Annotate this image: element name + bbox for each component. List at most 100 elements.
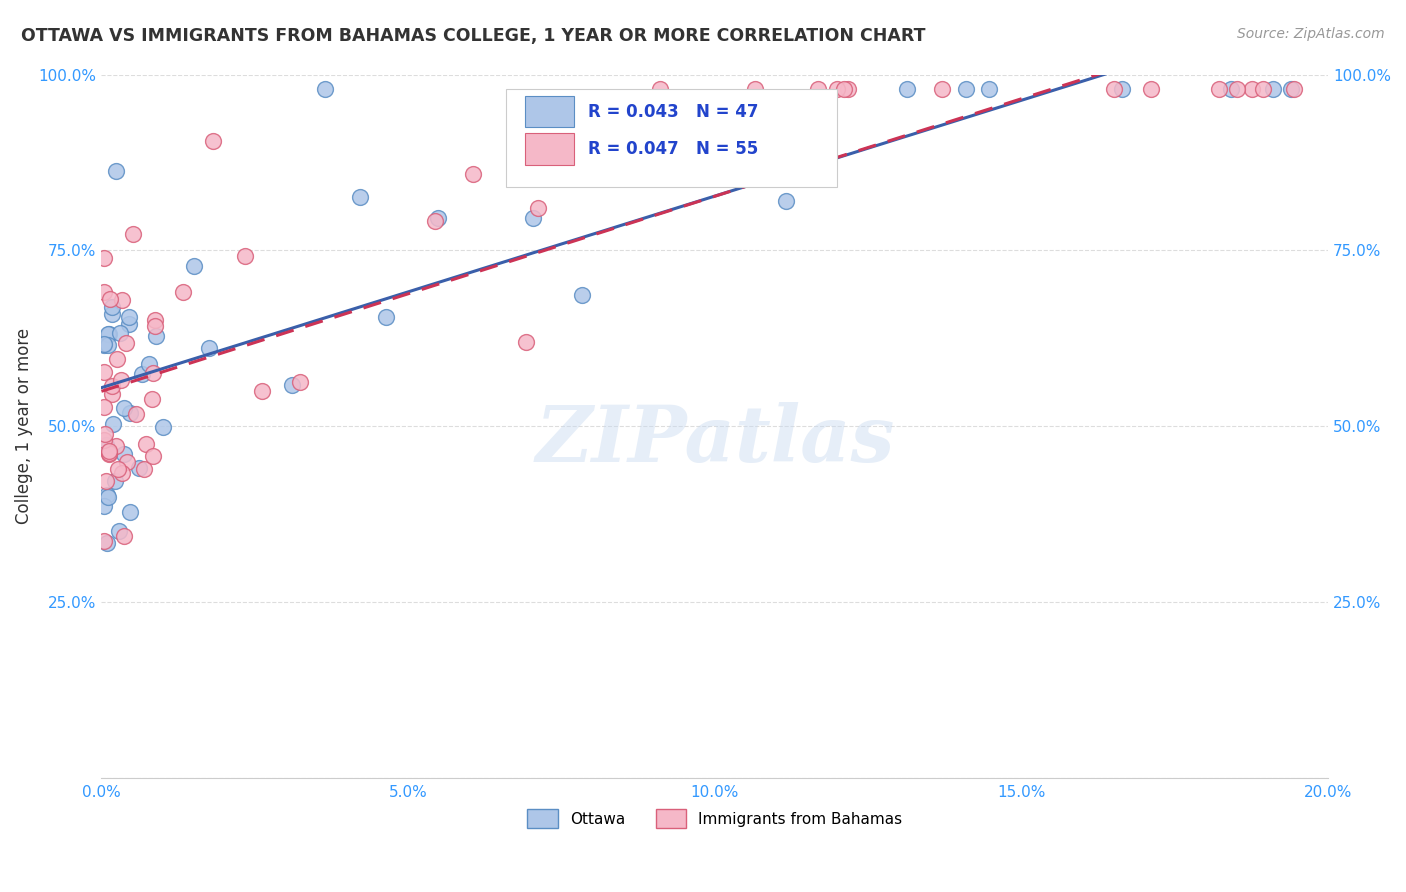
Point [115, 455, 138, 469]
Point [931, 81, 953, 95]
Point [1251, 81, 1274, 95]
Point [744, 81, 766, 95]
Point [314, 81, 336, 95]
Point [93, 433, 115, 447]
Point [107, 524, 129, 538]
Point [145, 318, 167, 333]
Point [93, 336, 115, 351]
Point [118, 310, 141, 324]
Point [423, 214, 446, 228]
Point [124, 407, 146, 421]
Point [250, 384, 273, 398]
Point [145, 329, 167, 343]
Point [463, 167, 485, 181]
Point [527, 201, 550, 215]
Point [101, 378, 124, 392]
Point [97, 326, 120, 341]
Point [825, 81, 848, 95]
Point [104, 163, 127, 178]
Point [1208, 81, 1230, 95]
Point [138, 357, 160, 371]
Point [107, 461, 129, 475]
Y-axis label: College, 1 year or more: College, 1 year or more [15, 328, 32, 524]
Point [93, 365, 115, 379]
Point [1279, 81, 1302, 95]
Point [97, 447, 120, 461]
Point [522, 211, 544, 225]
Text: R = 0.043   N = 47: R = 0.043 N = 47 [589, 103, 759, 120]
Point [1219, 81, 1241, 95]
Point [94, 438, 117, 452]
Point [111, 293, 134, 307]
Point [111, 466, 134, 480]
Point [1111, 81, 1133, 95]
Point [97, 338, 120, 352]
Point [896, 81, 918, 95]
Point [118, 317, 141, 331]
Point [93, 338, 115, 352]
Point [135, 436, 157, 450]
Point [775, 194, 797, 208]
FancyBboxPatch shape [524, 133, 574, 165]
Point [426, 211, 449, 225]
Point [142, 367, 165, 381]
Point [110, 373, 132, 387]
Point [233, 249, 256, 263]
Point [716, 95, 738, 109]
Point [280, 378, 302, 392]
Point [142, 450, 165, 464]
Text: OTTAWA VS IMMIGRANTS FROM BAHAMAS COLLEGE, 1 YEAR OR MORE CORRELATION CHART: OTTAWA VS IMMIGRANTS FROM BAHAMAS COLLEG… [21, 27, 925, 45]
Point [131, 367, 153, 381]
Point [93, 252, 115, 266]
Point [101, 387, 124, 401]
Text: Source: ZipAtlas.com: Source: ZipAtlas.com [1237, 27, 1385, 41]
Point [172, 285, 194, 300]
Point [143, 313, 166, 327]
Point [112, 401, 135, 415]
Point [1226, 81, 1249, 95]
Point [837, 81, 859, 95]
Point [1263, 81, 1285, 95]
Legend: Ottawa, Immigrants from Bahamas: Ottawa, Immigrants from Bahamas [522, 803, 908, 834]
Point [578, 122, 600, 136]
Point [183, 259, 205, 273]
Point [105, 351, 128, 366]
Point [120, 406, 142, 420]
Point [141, 392, 163, 406]
Point [349, 190, 371, 204]
Point [152, 420, 174, 434]
Point [108, 326, 131, 340]
Point [198, 341, 221, 355]
FancyBboxPatch shape [506, 88, 838, 187]
Point [1282, 81, 1305, 95]
Point [202, 135, 225, 149]
Point [979, 81, 1001, 95]
Point [807, 81, 830, 95]
Point [93, 400, 115, 414]
Point [374, 310, 396, 325]
Point [128, 461, 150, 475]
Point [122, 227, 145, 241]
Point [104, 439, 127, 453]
Point [1140, 81, 1163, 95]
Point [101, 307, 124, 321]
Point [101, 417, 124, 432]
Point [112, 529, 135, 543]
Point [104, 475, 127, 489]
Point [132, 462, 155, 476]
Point [515, 334, 537, 349]
Point [571, 288, 593, 302]
Point [112, 447, 135, 461]
Point [96, 488, 118, 502]
Point [648, 81, 671, 95]
Point [288, 376, 311, 390]
Text: R = 0.047   N = 55: R = 0.047 N = 55 [589, 140, 759, 158]
Point [1102, 81, 1125, 95]
Point [115, 336, 138, 351]
Point [96, 474, 118, 488]
Point [97, 326, 120, 341]
Point [118, 505, 141, 519]
Point [93, 285, 115, 300]
Point [955, 81, 977, 95]
Point [93, 427, 115, 442]
